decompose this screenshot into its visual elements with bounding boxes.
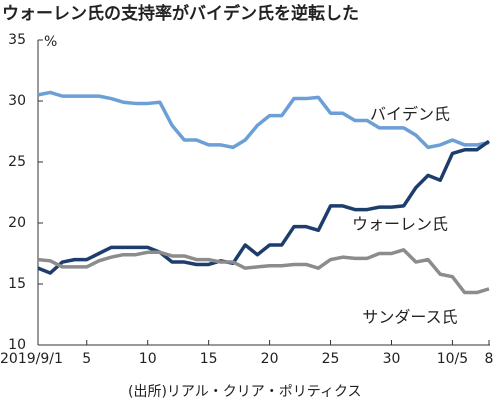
x-tick-label: 5	[82, 351, 91, 367]
y-tick-label: 30	[8, 93, 26, 109]
y-tick-label: 35	[8, 32, 26, 48]
series-line	[37, 139, 491, 275]
x-tick-label: 2019/9/1	[0, 351, 63, 367]
y-unit: %	[44, 34, 57, 50]
y-tick-label: 25	[8, 154, 26, 170]
y-tick-label: 20	[8, 215, 26, 231]
x-tick-label: 30	[383, 351, 401, 367]
x-tick-label: 8	[485, 351, 494, 367]
source: (出所)リアル・クリア・ポリティクス	[128, 384, 362, 400]
series-label: バイデン氏	[370, 105, 450, 124]
x-tick-label: 25	[322, 351, 340, 367]
series-line	[37, 90, 490, 150]
series-label: サンダース氏	[362, 308, 457, 327]
series-line	[37, 248, 490, 295]
x-tick-label: 10/5	[437, 351, 468, 367]
x-tick-label: 10	[139, 351, 157, 367]
chart-title: ウォーレン氏の支持率がバイデン氏を逆転した	[2, 3, 359, 24]
x-tick-label: 20	[261, 351, 279, 367]
y-tick-label: 15	[8, 276, 26, 292]
series-label: ウォーレン氏	[352, 215, 448, 234]
x-tick-label: 15	[200, 351, 218, 367]
y-tick-label: 10	[8, 337, 26, 353]
